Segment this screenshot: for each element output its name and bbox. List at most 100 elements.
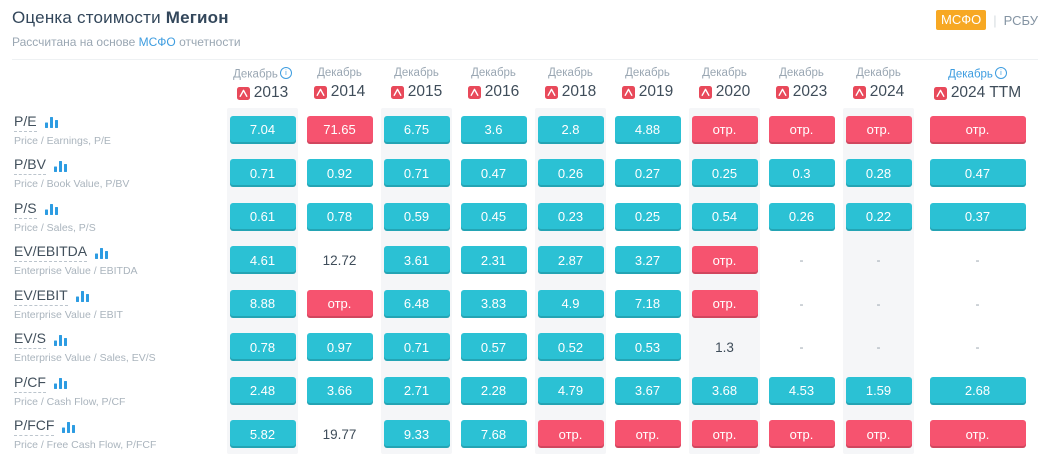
- column-header: Декабрь 2018: [532, 67, 609, 108]
- column-header: Декабрь i 2013: [224, 67, 301, 108]
- bar-chart-icon[interactable]: [53, 160, 68, 172]
- bar-chart-icon[interactable]: [75, 290, 90, 303]
- value-cell: 6.75: [383, 115, 450, 144]
- column-year: 2016: [455, 83, 532, 101]
- value-cell: 3.68: [691, 376, 758, 405]
- value-cell: 0.27: [614, 159, 681, 188]
- year-label: 2016: [484, 83, 520, 100]
- table-header-row: Декабрь i 2013 Декабрь 2014 Декабрь 2015 Декабр…: [12, 60, 1038, 108]
- value-cell: 0.59: [383, 202, 450, 231]
- valuation-table: Декабрь i 2013 Декабрь 2014 Декабрь 2015 Декабр…: [12, 59, 1038, 455]
- year-label: 2019: [638, 83, 674, 100]
- bar-chart-icon[interactable]: [62, 421, 76, 433]
- bar-chart-icon[interactable]: [95, 247, 109, 259]
- year-label: 2024: [869, 83, 905, 100]
- pdf-icon[interactable]: [313, 85, 327, 99]
- value-cell: 0.45: [460, 202, 527, 231]
- metric-description: Price / Book Value, P/BV: [14, 178, 130, 191]
- pdf-icon[interactable]: [544, 85, 558, 99]
- msfo-link[interactable]: МСФО: [138, 35, 176, 49]
- info-icon[interactable]: i: [994, 67, 1007, 79]
- bar-chart-icon[interactable]: [44, 203, 59, 216]
- value-cell: 0.53: [614, 333, 681, 362]
- metric-name[interactable]: P/BV: [14, 156, 46, 176]
- value-cell: 4.79: [537, 376, 604, 405]
- value-cell: 2.8: [537, 115, 604, 144]
- value-cell: 7.68: [460, 420, 527, 449]
- pdf-icon[interactable]: [775, 85, 789, 99]
- metric-description: Price / Sales, P/S: [14, 221, 96, 234]
- value-cell: 71.65: [306, 115, 373, 144]
- value-cell: 0.57: [460, 333, 527, 362]
- value-cell: 7.04: [229, 115, 296, 144]
- metric-name[interactable]: P/S: [14, 200, 37, 219]
- column-month: Декабрь: [394, 67, 439, 79]
- value-cell: 0.92: [306, 159, 373, 188]
- value-cell: 3.66: [306, 376, 373, 405]
- column-month[interactable]: Декабрь i: [917, 67, 1038, 80]
- year-label: 2015: [407, 83, 443, 100]
- pdf-icon[interactable]: [390, 85, 404, 99]
- metric-name[interactable]: P/CF: [14, 374, 46, 393]
- year-label: 2020: [715, 83, 751, 100]
- metric-name[interactable]: EV/S: [14, 330, 46, 350]
- table-body: P/E Price / Earnings, P/E 7.04 71.65 6.75 3.6…: [12, 108, 1038, 455]
- column-month: Декабрь: [856, 67, 901, 79]
- metric-label-cell: P/CF Price / Cash Flow, P/CF: [12, 374, 224, 408]
- value-cell: отр.: [691, 420, 758, 449]
- value-cell: 0.26: [537, 159, 604, 188]
- bar-chart-icon[interactable]: [53, 377, 68, 390]
- metric-label-cell: P/BV Price / Book Value, P/BV: [12, 156, 224, 190]
- metric-description: Enterprise Value / EBITDA: [14, 265, 138, 278]
- value-cell: 0.97: [306, 333, 373, 362]
- year-label: 2014: [330, 83, 366, 100]
- value-cell: 0.37: [929, 202, 1026, 231]
- metric-label-cell: P/FCF Price / Free Cash Flow, P/FCF: [12, 417, 224, 451]
- value-cell: -: [876, 253, 881, 268]
- value-cell: 2.68: [929, 376, 1026, 405]
- column-header: Декабрь 2014: [301, 67, 378, 108]
- metric-name[interactable]: EV/EBIT: [14, 287, 68, 306]
- metric-name[interactable]: EV/EBITDA: [14, 243, 88, 263]
- value-cell: -: [799, 340, 804, 355]
- value-cell: 6.48: [383, 289, 450, 318]
- info-icon[interactable]: i: [279, 67, 292, 79]
- value-cell: 4.9: [537, 289, 604, 318]
- bar-chart-icon[interactable]: [44, 116, 59, 129]
- column-header: Декабрь 2016: [455, 67, 532, 108]
- value-cell: 2.87: [537, 246, 604, 275]
- msfo-toggle-active[interactable]: МСФО: [935, 10, 987, 30]
- rsbu-toggle[interactable]: РСБУ: [1003, 12, 1038, 28]
- metric-name[interactable]: P/E: [14, 113, 37, 132]
- column-header: Декабрь i 2024 TTM: [917, 67, 1038, 108]
- pdf-icon[interactable]: [698, 85, 712, 99]
- bar-chart-icon[interactable]: [53, 334, 68, 346]
- value-cell: -: [975, 253, 980, 268]
- pdf-icon[interactable]: [467, 85, 481, 99]
- column-year: 2023: [763, 83, 840, 101]
- column-month: Декабрь i: [224, 67, 301, 80]
- value-cell: отр.: [929, 420, 1026, 449]
- value-cell: 3.61: [383, 246, 450, 275]
- pdf-icon[interactable]: [933, 86, 947, 100]
- widget-header: Оценка стоимости Мегион Рассчитана на ос…: [12, 8, 1038, 49]
- table-row: P/FCF Price / Free Cash Flow, P/FCF 5.82 19…: [12, 413, 1038, 455]
- column-header: Декабрь 2024: [840, 67, 917, 108]
- column-year: 2024: [840, 83, 917, 101]
- value-cell: отр.: [537, 420, 604, 449]
- value-cell: отр.: [691, 246, 758, 275]
- pdf-icon[interactable]: [852, 85, 866, 99]
- value-cell: отр.: [845, 420, 912, 449]
- report-type-toggle: МСФО | РСБУ: [935, 10, 1038, 30]
- value-cell: -: [975, 340, 980, 355]
- metric-name[interactable]: P/FCF: [14, 417, 55, 437]
- column-header: Декабрь 2019: [609, 67, 686, 108]
- value-cell: 0.26: [768, 202, 835, 231]
- pdf-icon[interactable]: [621, 85, 635, 99]
- metric-description: Price / Free Cash Flow, P/FCF: [14, 439, 157, 452]
- column-year: 2024 TTM: [917, 84, 1038, 102]
- pdf-icon[interactable]: [236, 86, 250, 100]
- year-label: 2024 TTM: [950, 84, 1022, 102]
- subtitle-suffix: отчетности: [179, 35, 241, 49]
